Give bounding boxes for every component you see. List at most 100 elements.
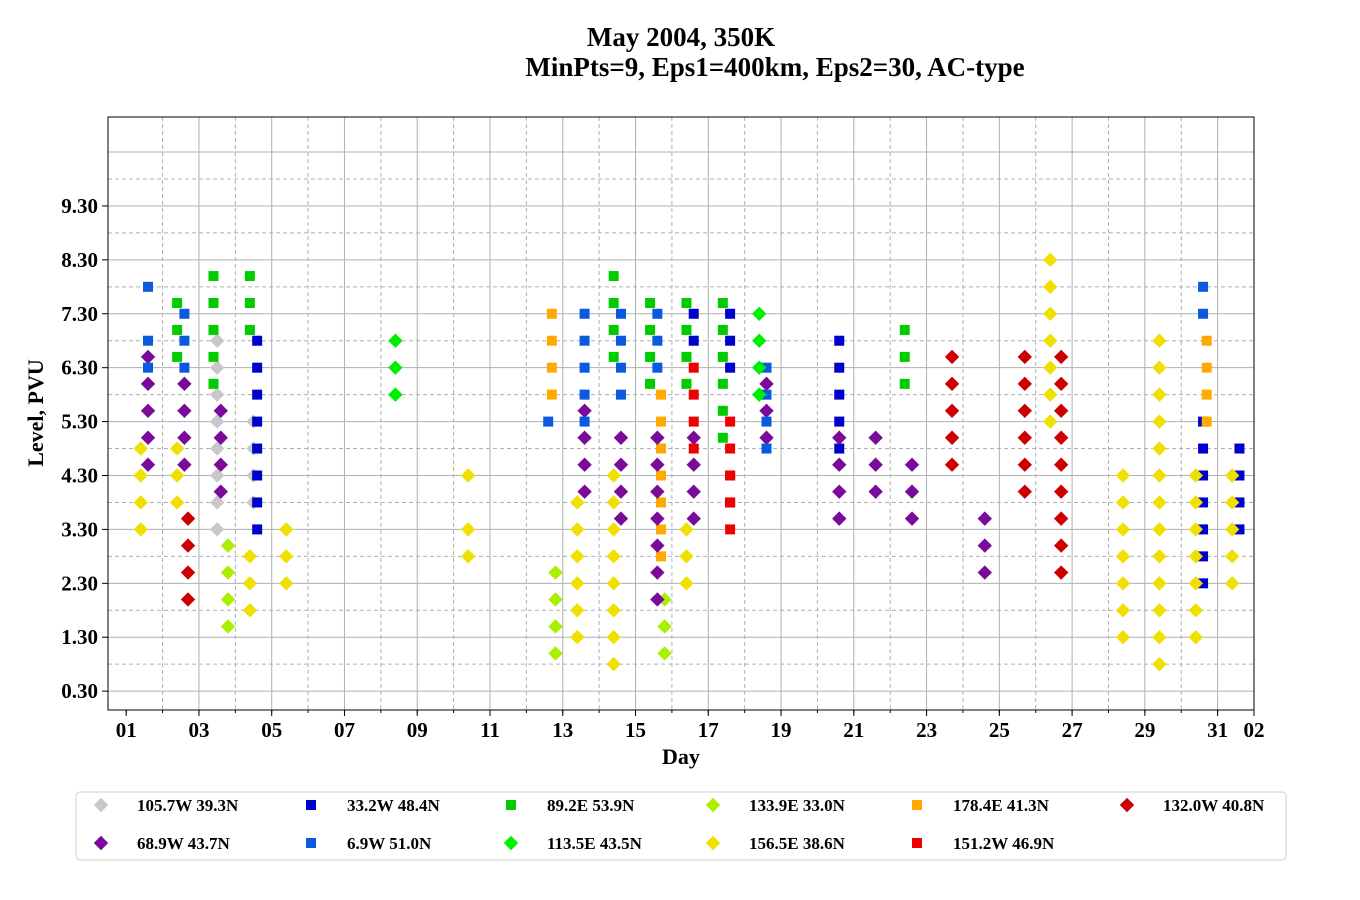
data-point bbox=[1152, 495, 1167, 510]
series-7 bbox=[143, 281, 1209, 454]
data-point bbox=[388, 360, 403, 375]
data-point bbox=[717, 378, 728, 389]
data-point bbox=[140, 430, 156, 445]
data-point bbox=[208, 351, 219, 362]
data-point bbox=[686, 511, 701, 526]
data-point bbox=[688, 389, 699, 400]
data-point bbox=[1152, 549, 1167, 564]
data-point bbox=[140, 403, 156, 419]
data-point bbox=[579, 362, 590, 373]
data-point bbox=[546, 335, 557, 346]
data-point bbox=[577, 430, 592, 445]
data-point bbox=[645, 324, 656, 335]
data-point bbox=[1115, 522, 1131, 537]
data-point bbox=[1017, 376, 1032, 392]
data-point bbox=[688, 335, 699, 346]
x-tick-label: 17 bbox=[698, 718, 719, 742]
data-point bbox=[832, 457, 847, 472]
series-2 bbox=[172, 271, 910, 443]
data-point bbox=[759, 403, 774, 419]
data-point bbox=[143, 335, 154, 346]
data-point bbox=[213, 430, 228, 445]
data-point bbox=[650, 592, 665, 607]
data-point bbox=[306, 800, 316, 810]
data-point bbox=[570, 603, 585, 618]
data-point bbox=[868, 457, 883, 472]
data-point bbox=[209, 441, 225, 456]
data-point bbox=[752, 333, 767, 348]
x-tick-label: 29 bbox=[1134, 718, 1155, 742]
data-point bbox=[1188, 522, 1203, 537]
data-point bbox=[1152, 387, 1167, 402]
x-tick-label: 05 bbox=[261, 718, 282, 742]
data-point bbox=[645, 297, 656, 308]
data-point bbox=[179, 362, 190, 373]
data-points bbox=[133, 252, 1245, 672]
data-point bbox=[606, 522, 621, 537]
series-5 bbox=[180, 349, 1069, 607]
data-point bbox=[1152, 576, 1167, 591]
data-point bbox=[705, 797, 721, 813]
data-point bbox=[752, 306, 767, 321]
data-point bbox=[725, 470, 736, 481]
data-point bbox=[579, 389, 590, 400]
data-point bbox=[548, 619, 563, 634]
data-point bbox=[1224, 576, 1240, 591]
data-point bbox=[688, 416, 699, 427]
legend-box bbox=[75, 791, 1287, 861]
data-point bbox=[208, 271, 219, 282]
data-point bbox=[220, 592, 236, 607]
data-point bbox=[169, 495, 185, 510]
data-point bbox=[209, 522, 225, 537]
data-point bbox=[209, 360, 225, 375]
legend-label: 89.2E 53.9N bbox=[547, 796, 635, 815]
data-point bbox=[761, 416, 772, 427]
data-point bbox=[1043, 360, 1058, 375]
legend-label: 133.9E 33.0N bbox=[749, 796, 846, 815]
data-point bbox=[615, 389, 626, 400]
data-point bbox=[242, 549, 258, 564]
data-point bbox=[615, 362, 626, 373]
plot-frame bbox=[107, 116, 1255, 711]
data-point bbox=[306, 838, 316, 848]
legend-entry: 133.9E 33.0N bbox=[705, 796, 846, 815]
data-point bbox=[655, 389, 666, 400]
data-point bbox=[252, 362, 263, 373]
data-point bbox=[1053, 511, 1069, 526]
data-point bbox=[1234, 443, 1245, 454]
data-point bbox=[761, 389, 772, 400]
data-point bbox=[1043, 414, 1058, 429]
legend-entry: 178.4E 41.3N bbox=[912, 796, 1050, 815]
data-point bbox=[1198, 281, 1209, 292]
data-point bbox=[652, 335, 663, 346]
data-point bbox=[546, 308, 557, 319]
data-point bbox=[133, 522, 148, 537]
data-point bbox=[679, 549, 694, 564]
data-point bbox=[1198, 524, 1209, 535]
data-point bbox=[213, 457, 228, 472]
data-point bbox=[705, 835, 721, 851]
data-point bbox=[834, 443, 845, 454]
data-point bbox=[546, 389, 557, 400]
legend-label: 105.7W 39.3N bbox=[137, 796, 239, 815]
data-point bbox=[388, 387, 403, 402]
chart-title: May 2004, 350K bbox=[587, 22, 775, 52]
legend-entry: 33.2W 48.4N bbox=[306, 796, 440, 815]
data-point bbox=[868, 484, 883, 499]
data-point bbox=[279, 576, 294, 591]
data-point bbox=[650, 538, 665, 553]
data-point bbox=[460, 549, 476, 564]
data-point bbox=[1188, 630, 1203, 645]
data-point bbox=[1053, 565, 1069, 580]
data-point bbox=[140, 349, 156, 365]
data-point bbox=[244, 297, 255, 308]
data-point bbox=[140, 376, 156, 392]
data-point bbox=[613, 430, 629, 445]
data-point bbox=[252, 470, 263, 481]
data-point bbox=[1188, 549, 1203, 564]
legend-label: 113.5E 43.5N bbox=[547, 834, 643, 853]
x-axis: 01 03 05 07 09 11 13 15 17 19 21 23 25 27 29 31 02 bbox=[116, 710, 1265, 742]
data-point bbox=[725, 524, 736, 535]
data-point bbox=[686, 430, 701, 445]
data-point bbox=[759, 376, 774, 392]
